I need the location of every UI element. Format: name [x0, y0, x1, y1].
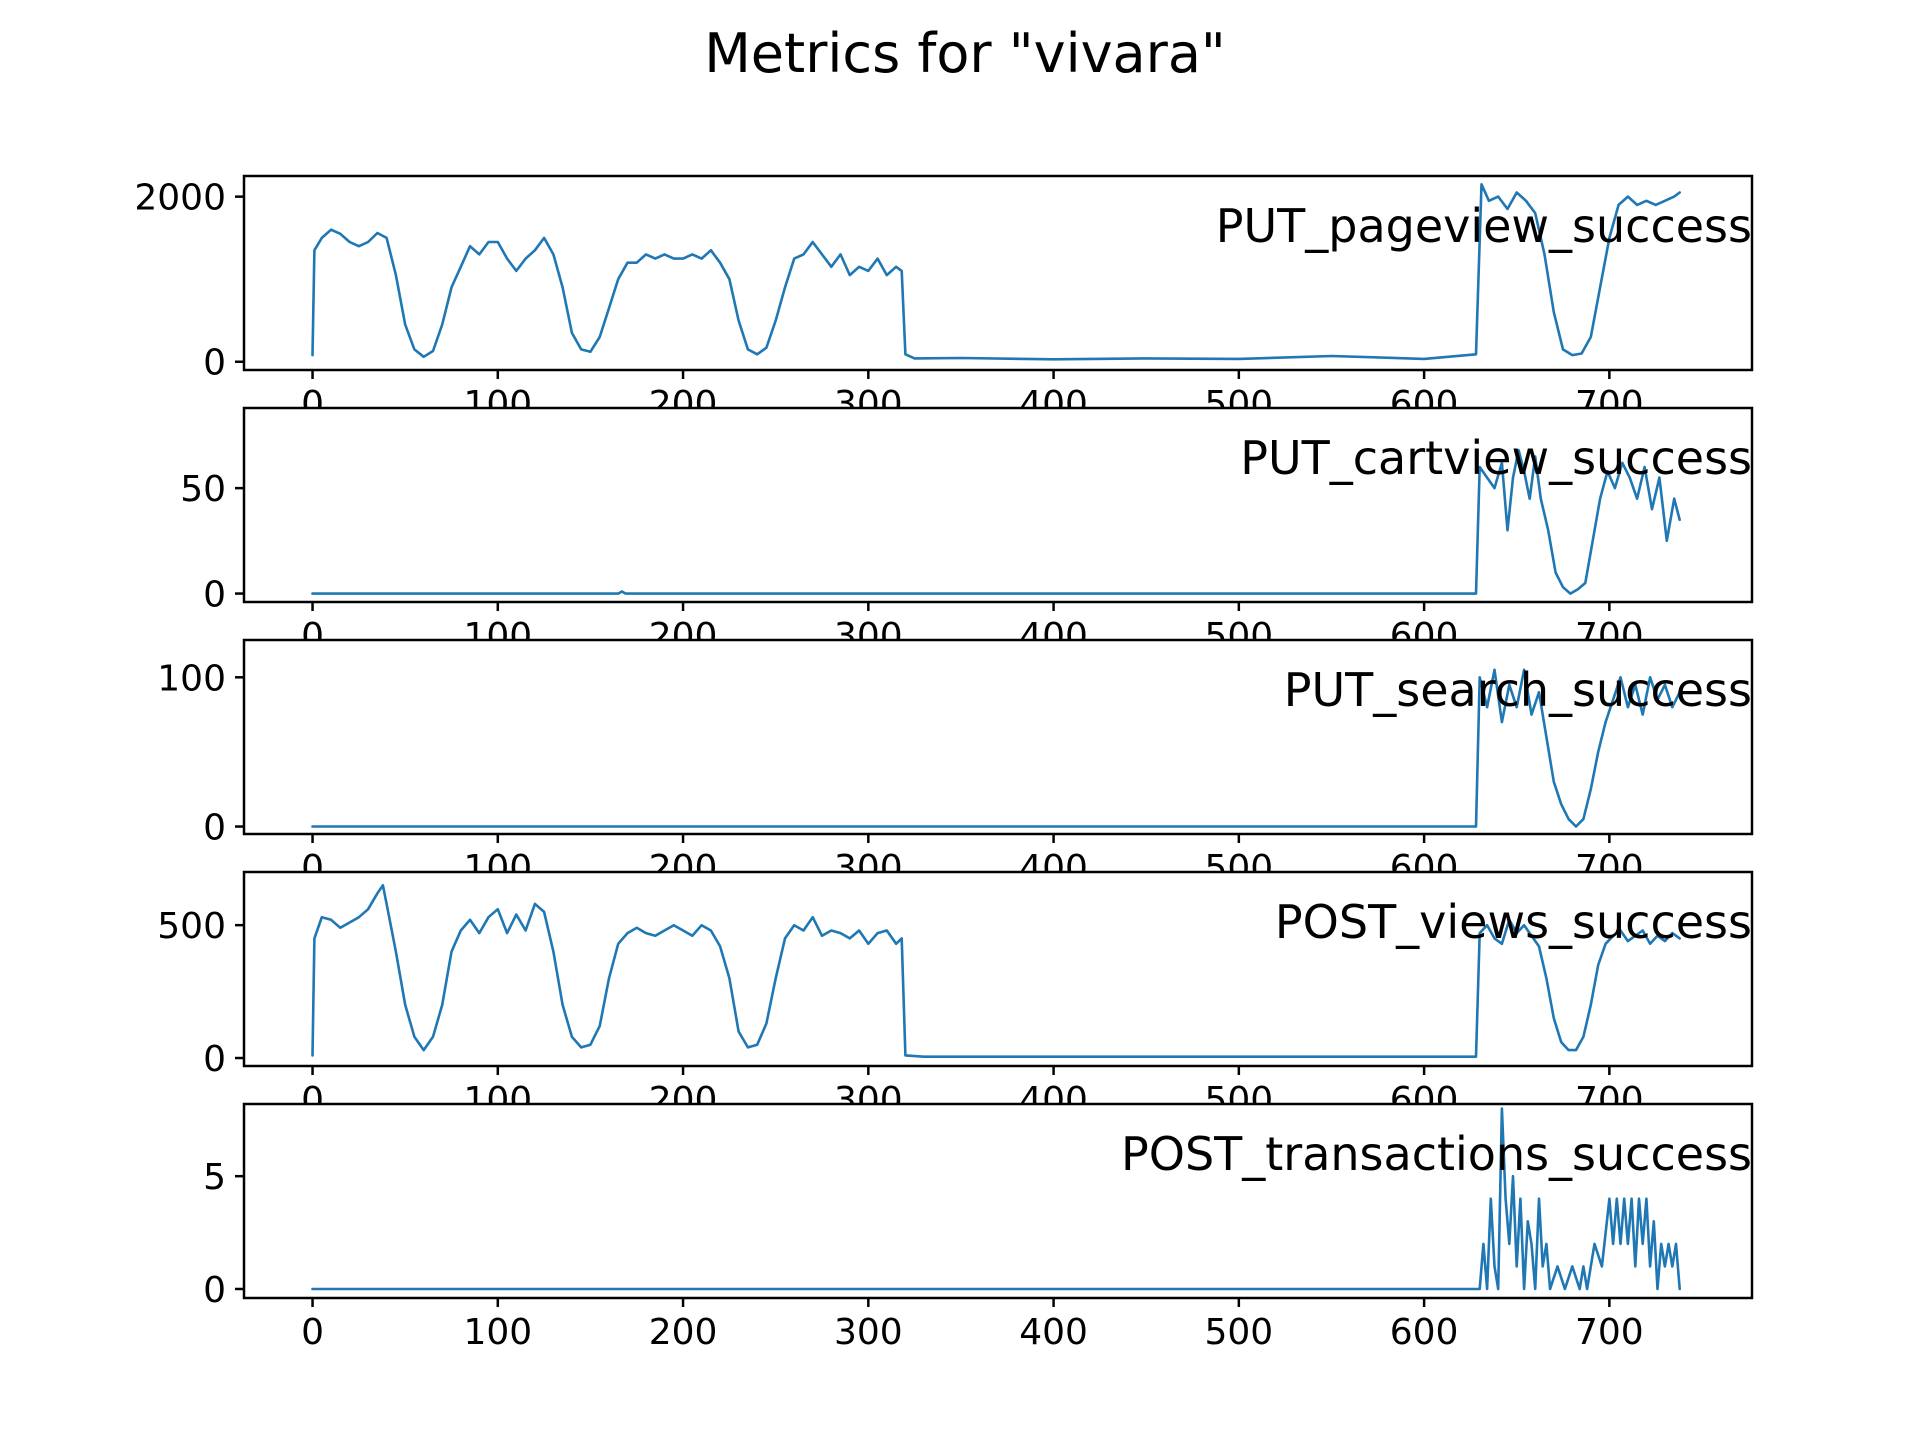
- series-line-POST_views_success: [311, 884, 1681, 1058]
- x-tick-label: 0: [301, 1312, 324, 1353]
- series-line-PUT_pageview_success: [311, 183, 1681, 361]
- x-tick-label: 300: [834, 1312, 903, 1353]
- y-tick-label: 0: [203, 808, 226, 849]
- series-line-POST_transactions_success: [311, 1107, 1681, 1291]
- x-tick-label: 600: [1390, 1312, 1459, 1353]
- axes-frame: [242, 174, 1754, 372]
- x-tick-label: 500: [1204, 1312, 1273, 1353]
- subplot-PUT_cartview_success: 0 100 200 300 400 500 600 700050PUT_cartview_su…: [180, 406, 1754, 657]
- x-tick-label: 100: [463, 1312, 532, 1353]
- axes-frame: [242, 1102, 1754, 1300]
- axes-background: [244, 408, 1752, 602]
- axes-background: [244, 640, 1752, 834]
- subplot-POST_transactions_success: 0 100 200 300 400 500 600 700 0 5 POST_transaction…: [203, 1102, 1754, 1353]
- y-tick-label: 0: [203, 1039, 226, 1080]
- axes-frame: [242, 638, 1754, 836]
- chart-title: Metrics for "vivara": [704, 22, 1226, 85]
- panel-label: PUT_pageview_success: [1216, 199, 1752, 253]
- y-tick-label: 0: [203, 575, 226, 616]
- series-line-PUT_cartview_success: [311, 448, 1681, 595]
- panel-label: POST_views_success: [1275, 895, 1752, 949]
- x-tick-label: 700: [1575, 1312, 1644, 1353]
- subplots: 0 100 200 300 400 500 600 70002000PUT_pageview_…: [134, 174, 1754, 1353]
- x-tick-label: 400: [1019, 1312, 1088, 1353]
- panel-label: POST_transactions_success: [1121, 1127, 1752, 1181]
- axes-background: [244, 872, 1752, 1066]
- y-tick-label: 2000: [134, 178, 226, 219]
- y-tick-label: 500: [157, 906, 226, 947]
- series-line-PUT_search_success: [311, 668, 1681, 828]
- y-tick-label: 5: [203, 1157, 226, 1198]
- y-tick-label: 0: [203, 343, 226, 384]
- axes-frame: [242, 870, 1754, 1068]
- axes-frame: [242, 406, 1754, 604]
- y-tick-label: 0: [203, 1270, 226, 1311]
- y-tick-label: 100: [157, 658, 226, 699]
- panel-label: PUT_cartview_success: [1240, 431, 1752, 485]
- y-tick-label: 50: [180, 469, 226, 510]
- panel-label: PUT_search_success: [1284, 663, 1752, 717]
- x-tick-label: 200: [649, 1312, 718, 1353]
